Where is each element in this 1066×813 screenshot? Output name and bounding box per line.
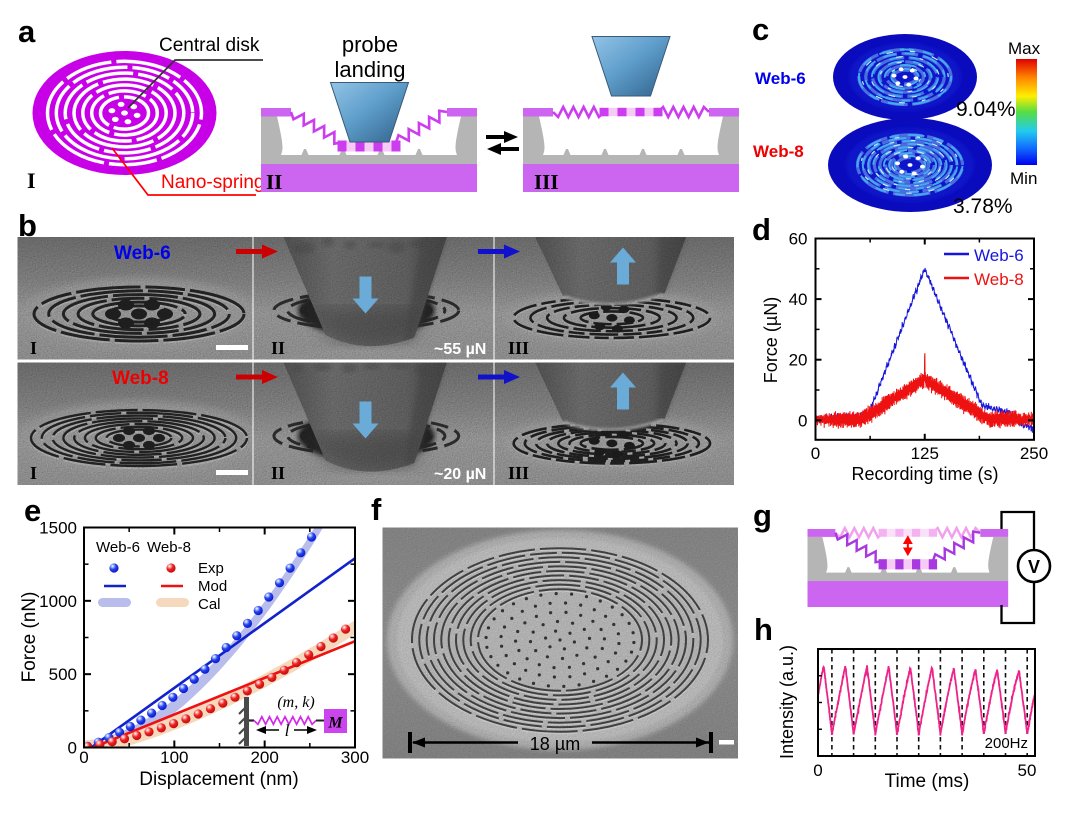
- svg-text:probe: probe: [342, 32, 398, 57]
- svg-text:40: 40: [789, 290, 808, 309]
- svg-text:e: e: [24, 493, 41, 528]
- svg-text:300: 300: [341, 748, 369, 767]
- svg-text:200: 200: [250, 748, 278, 767]
- svg-text:100: 100: [160, 748, 188, 767]
- svg-text:500: 500: [49, 665, 77, 684]
- svg-text:II: II: [266, 170, 282, 194]
- svg-text:Web-6: Web-6: [755, 69, 806, 88]
- svg-text:0: 0: [798, 411, 807, 430]
- svg-text:9.04%: 9.04%: [956, 98, 1016, 121]
- svg-text:a: a: [18, 14, 36, 49]
- svg-text:I: I: [30, 338, 37, 358]
- svg-text:III: III: [534, 170, 559, 194]
- svg-text:(m, k): (m, k): [277, 694, 314, 711]
- svg-text:f: f: [371, 492, 382, 527]
- svg-text:II: II: [271, 338, 285, 358]
- svg-text:Web-8: Web-8: [974, 270, 1024, 289]
- svg-text:landing: landing: [335, 57, 406, 82]
- svg-text:3.78%: 3.78%: [953, 195, 1013, 218]
- svg-text:Cal: Cal: [198, 596, 221, 613]
- svg-text:Displacement (nm): Displacement (nm): [139, 769, 298, 790]
- svg-text:1000: 1000: [39, 592, 77, 611]
- svg-text:Min: Min: [1010, 169, 1037, 188]
- svg-text:125: 125: [911, 444, 939, 463]
- svg-text:Mod: Mod: [198, 578, 227, 595]
- svg-text:~20 µN: ~20 µN: [434, 466, 486, 483]
- svg-text:0: 0: [68, 739, 77, 758]
- svg-text:III: III: [508, 463, 529, 483]
- svg-text:0: 0: [813, 761, 822, 780]
- svg-text:Intensity (a.u.): Intensity (a.u.): [777, 645, 797, 759]
- svg-text:II: II: [271, 463, 285, 483]
- svg-text:Force (µN): Force (µN): [761, 297, 781, 383]
- svg-text:~55 µN: ~55 µN: [434, 341, 486, 358]
- svg-text:Time (ms): Time (ms): [885, 771, 970, 792]
- svg-text:h: h: [754, 612, 773, 647]
- svg-text:200Hz: 200Hz: [985, 735, 1028, 752]
- svg-text:I: I: [30, 463, 37, 483]
- svg-text:b: b: [18, 208, 37, 243]
- svg-text:Web-6: Web-6: [114, 243, 171, 264]
- svg-text:l: l: [285, 721, 290, 740]
- svg-text:250: 250: [1020, 444, 1048, 463]
- svg-text:Exp: Exp: [198, 560, 224, 577]
- svg-text:M: M: [327, 715, 343, 732]
- svg-text:d: d: [752, 212, 771, 247]
- svg-text:Nano-spring: Nano-spring: [161, 172, 265, 193]
- svg-text:Web-8: Web-8: [112, 368, 169, 389]
- svg-text:20: 20: [789, 351, 808, 370]
- svg-text:Max: Max: [1008, 39, 1041, 58]
- svg-text:60: 60: [789, 230, 808, 249]
- svg-text:Central disk: Central disk: [159, 35, 260, 56]
- svg-text:c: c: [752, 12, 769, 47]
- svg-text:0: 0: [811, 444, 820, 463]
- svg-text:V: V: [1028, 557, 1040, 577]
- svg-text:Web-8: Web-8: [753, 142, 804, 161]
- svg-text:g: g: [753, 498, 772, 533]
- svg-text:0: 0: [79, 748, 88, 767]
- svg-text:18 µm: 18 µm: [530, 734, 580, 754]
- svg-text:I: I: [27, 168, 36, 193]
- svg-text:Force (nN): Force (nN): [19, 592, 40, 683]
- svg-text:Web-6: Web-6: [974, 246, 1024, 265]
- svg-text:Web-8: Web-8: [147, 539, 191, 556]
- svg-text:50: 50: [1018, 761, 1037, 780]
- svg-text:III: III: [508, 338, 529, 358]
- svg-text:Recording time (s): Recording time (s): [851, 464, 998, 484]
- svg-text:Web-6: Web-6: [96, 539, 140, 556]
- svg-text:1500: 1500: [39, 519, 77, 538]
